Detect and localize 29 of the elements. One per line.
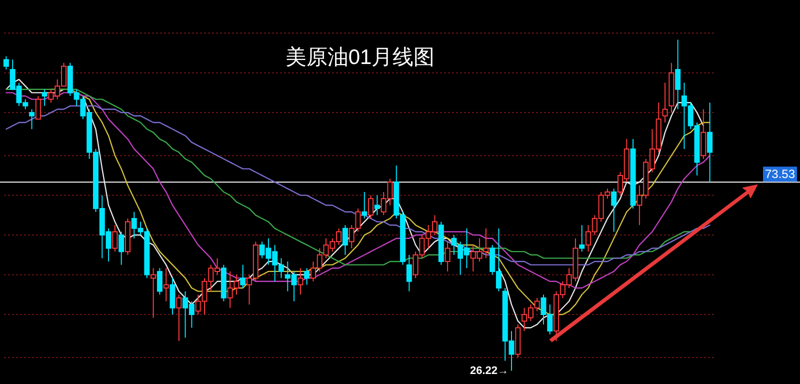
candlestick	[156, 268, 162, 296]
candlestick	[35, 96, 41, 120]
annotation: 73.53	[764, 167, 796, 182]
candlestick	[374, 194, 380, 216]
candlestick	[163, 268, 169, 302]
candlestick	[3, 56, 9, 70]
candlestick	[707, 102, 713, 183]
candlestick	[700, 108, 706, 160]
candlestick	[170, 278, 176, 315]
candlestick	[368, 194, 374, 219]
candlestick	[240, 264, 246, 288]
candlestick	[298, 268, 304, 296]
candlestick	[662, 82, 668, 123]
candlestick	[304, 268, 310, 286]
annotation: 26.22→	[470, 364, 509, 377]
candlestick	[150, 268, 156, 318]
candlestick	[444, 241, 450, 272]
candlestick	[29, 108, 35, 130]
chart-title: 美原油01月线图	[285, 46, 435, 69]
candlestick	[362, 192, 368, 219]
candlestick	[342, 224, 348, 256]
candlestick	[611, 188, 617, 232]
candlestick	[406, 254, 412, 292]
candlestick	[112, 224, 118, 252]
candlestick	[118, 231, 124, 266]
candlestick	[579, 224, 585, 252]
candlestick	[675, 39, 681, 110]
candlestick	[42, 88, 48, 106]
candlestick	[176, 294, 182, 342]
